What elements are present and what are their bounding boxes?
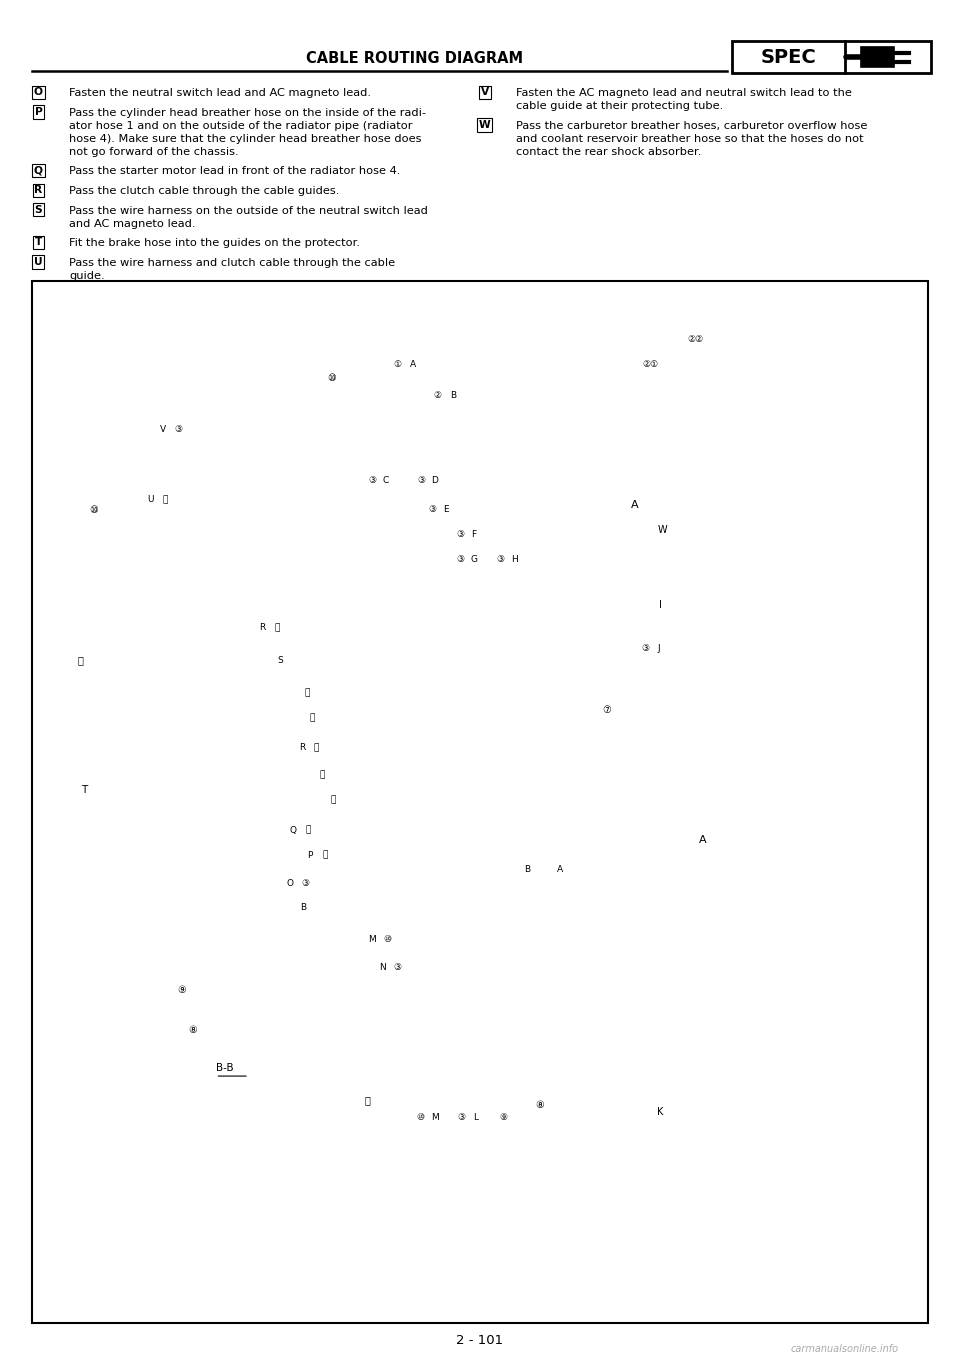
Text: R: R: [299, 743, 305, 752]
Text: ③: ③: [496, 555, 504, 565]
Text: ③: ③: [428, 505, 436, 515]
Text: ⑪: ⑪: [364, 1095, 370, 1105]
Text: ⑨: ⑨: [178, 985, 186, 995]
Text: carmanualsonline.info: carmanualsonline.info: [791, 1344, 899, 1354]
Bar: [732, 41, 931, 73]
Text: ①: ①: [393, 360, 401, 369]
Text: ③: ③: [368, 475, 376, 485]
Text: L: L: [473, 1112, 478, 1122]
Text: G: G: [470, 555, 477, 565]
Text: ⑫: ⑫: [323, 850, 327, 860]
Text: ⑯: ⑯: [275, 623, 279, 633]
Text: E: E: [444, 505, 449, 515]
Text: ⑯: ⑯: [162, 496, 168, 505]
Text: B-B: B-B: [216, 1063, 234, 1073]
Text: N: N: [378, 963, 385, 972]
Text: O: O: [286, 879, 294, 888]
Text: ⑬: ⑬: [305, 826, 311, 835]
Text: ⑮: ⑮: [320, 770, 324, 779]
Text: W: W: [479, 120, 491, 130]
Text: ③: ③: [417, 475, 425, 485]
Text: SPEC: SPEC: [760, 48, 816, 67]
Text: ③: ③: [300, 879, 309, 888]
Text: ⑩: ⑩: [89, 505, 98, 515]
Text: ⑲: ⑲: [77, 655, 83, 665]
Text: ③: ③: [641, 644, 649, 652]
Text: ⑩: ⑩: [416, 1112, 424, 1122]
Bar: [861, 48, 895, 67]
Text: ⑱: ⑱: [304, 689, 310, 698]
Text: guide.: guide.: [69, 270, 105, 281]
Text: ⑩: ⑩: [383, 936, 391, 945]
Text: P: P: [307, 850, 313, 860]
Text: T: T: [35, 238, 42, 247]
Text: ⑨: ⑨: [499, 1112, 507, 1122]
Text: ⑦: ⑦: [603, 705, 612, 716]
Text: T: T: [81, 785, 87, 794]
Text: S: S: [277, 656, 283, 664]
Text: Pass the wire harness and clutch cable through the cable: Pass the wire harness and clutch cable t…: [69, 258, 396, 268]
Text: A: A: [410, 360, 416, 369]
Text: ②: ②: [433, 391, 441, 399]
Text: M: M: [431, 1112, 439, 1122]
Text: ⑰: ⑰: [309, 713, 315, 722]
Text: 2 - 101: 2 - 101: [456, 1334, 504, 1347]
Text: R: R: [259, 623, 265, 633]
Text: ⑧: ⑧: [188, 1025, 198, 1035]
Text: CABLE ROUTING DIAGRAM: CABLE ROUTING DIAGRAM: [306, 50, 523, 67]
Text: Pass the carburetor breather hoses, carburetor overflow hose: Pass the carburetor breather hoses, carb…: [516, 121, 867, 130]
Text: V: V: [160, 425, 166, 435]
Text: K: K: [657, 1107, 663, 1118]
Text: F: F: [471, 531, 476, 539]
Text: and AC magneto lead.: and AC magneto lead.: [69, 219, 196, 228]
Text: B: B: [450, 391, 456, 399]
Text: hose 4). Make sure that the cylinder head breather hose does: hose 4). Make sure that the cylinder hea…: [69, 133, 421, 144]
Text: and coolant reservoir breather hose so that the hoses do not: and coolant reservoir breather hose so t…: [516, 133, 863, 144]
Text: Pass the wire harness on the outside of the neutral switch lead: Pass the wire harness on the outside of …: [69, 205, 428, 216]
Text: V: V: [481, 87, 489, 98]
Text: O: O: [34, 87, 43, 98]
Text: D: D: [432, 475, 439, 485]
Text: P: P: [35, 107, 42, 117]
Text: Pass the starter motor lead in front of the radiator hose 4.: Pass the starter motor lead in front of …: [69, 167, 400, 177]
Text: ⑧: ⑧: [536, 1100, 544, 1109]
Text: not go forward of the chassis.: not go forward of the chassis.: [69, 147, 239, 156]
Text: R: R: [35, 185, 42, 196]
Text: I: I: [659, 600, 661, 610]
Text: W: W: [658, 526, 667, 535]
Text: S: S: [35, 205, 42, 215]
Text: ②②: ②②: [686, 335, 703, 345]
Text: ⑩: ⑩: [327, 373, 336, 383]
Text: cable guide at their protecting tube.: cable guide at their protecting tube.: [516, 100, 723, 111]
Text: Fit the brake hose into the guides on the protector.: Fit the brake hose into the guides on th…: [69, 238, 360, 249]
Text: Fasten the neutral switch lead and AC magneto lead.: Fasten the neutral switch lead and AC ma…: [69, 88, 372, 98]
Text: J: J: [658, 644, 660, 652]
Text: ⑭: ⑭: [330, 796, 336, 804]
Text: B: B: [524, 865, 530, 875]
Text: C: C: [383, 475, 389, 485]
Text: ③: ③: [456, 555, 464, 565]
Text: ⑯: ⑯: [313, 743, 319, 752]
Text: A: A: [557, 865, 564, 875]
Text: B: B: [300, 903, 306, 913]
Text: Q: Q: [34, 166, 43, 175]
Text: M: M: [368, 936, 376, 945]
Text: ③: ③: [456, 531, 464, 539]
Text: ③: ③: [174, 425, 182, 435]
Text: Q: Q: [290, 826, 297, 835]
Text: H: H: [511, 555, 517, 565]
Text: ③: ③: [393, 963, 401, 972]
Text: A: A: [631, 500, 638, 511]
Text: Pass the clutch cable through the cable guides.: Pass the clutch cable through the cable …: [69, 186, 340, 196]
Text: Fasten the AC magneto lead and neutral switch lead to the: Fasten the AC magneto lead and neutral s…: [516, 88, 852, 98]
Text: ator hose 1 and on the outside of the radiator pipe (radiator: ator hose 1 and on the outside of the ra…: [69, 121, 413, 130]
Text: A: A: [699, 835, 707, 845]
Text: contact the rear shock absorber.: contact the rear shock absorber.: [516, 147, 701, 156]
Bar: [32, 281, 928, 1323]
Text: ②①: ②①: [642, 360, 659, 369]
Text: U: U: [147, 496, 154, 505]
Text: U: U: [35, 257, 42, 268]
Text: ③: ③: [457, 1112, 465, 1122]
Text: Pass the cylinder head breather hose on the inside of the radi-: Pass the cylinder head breather hose on …: [69, 107, 426, 118]
